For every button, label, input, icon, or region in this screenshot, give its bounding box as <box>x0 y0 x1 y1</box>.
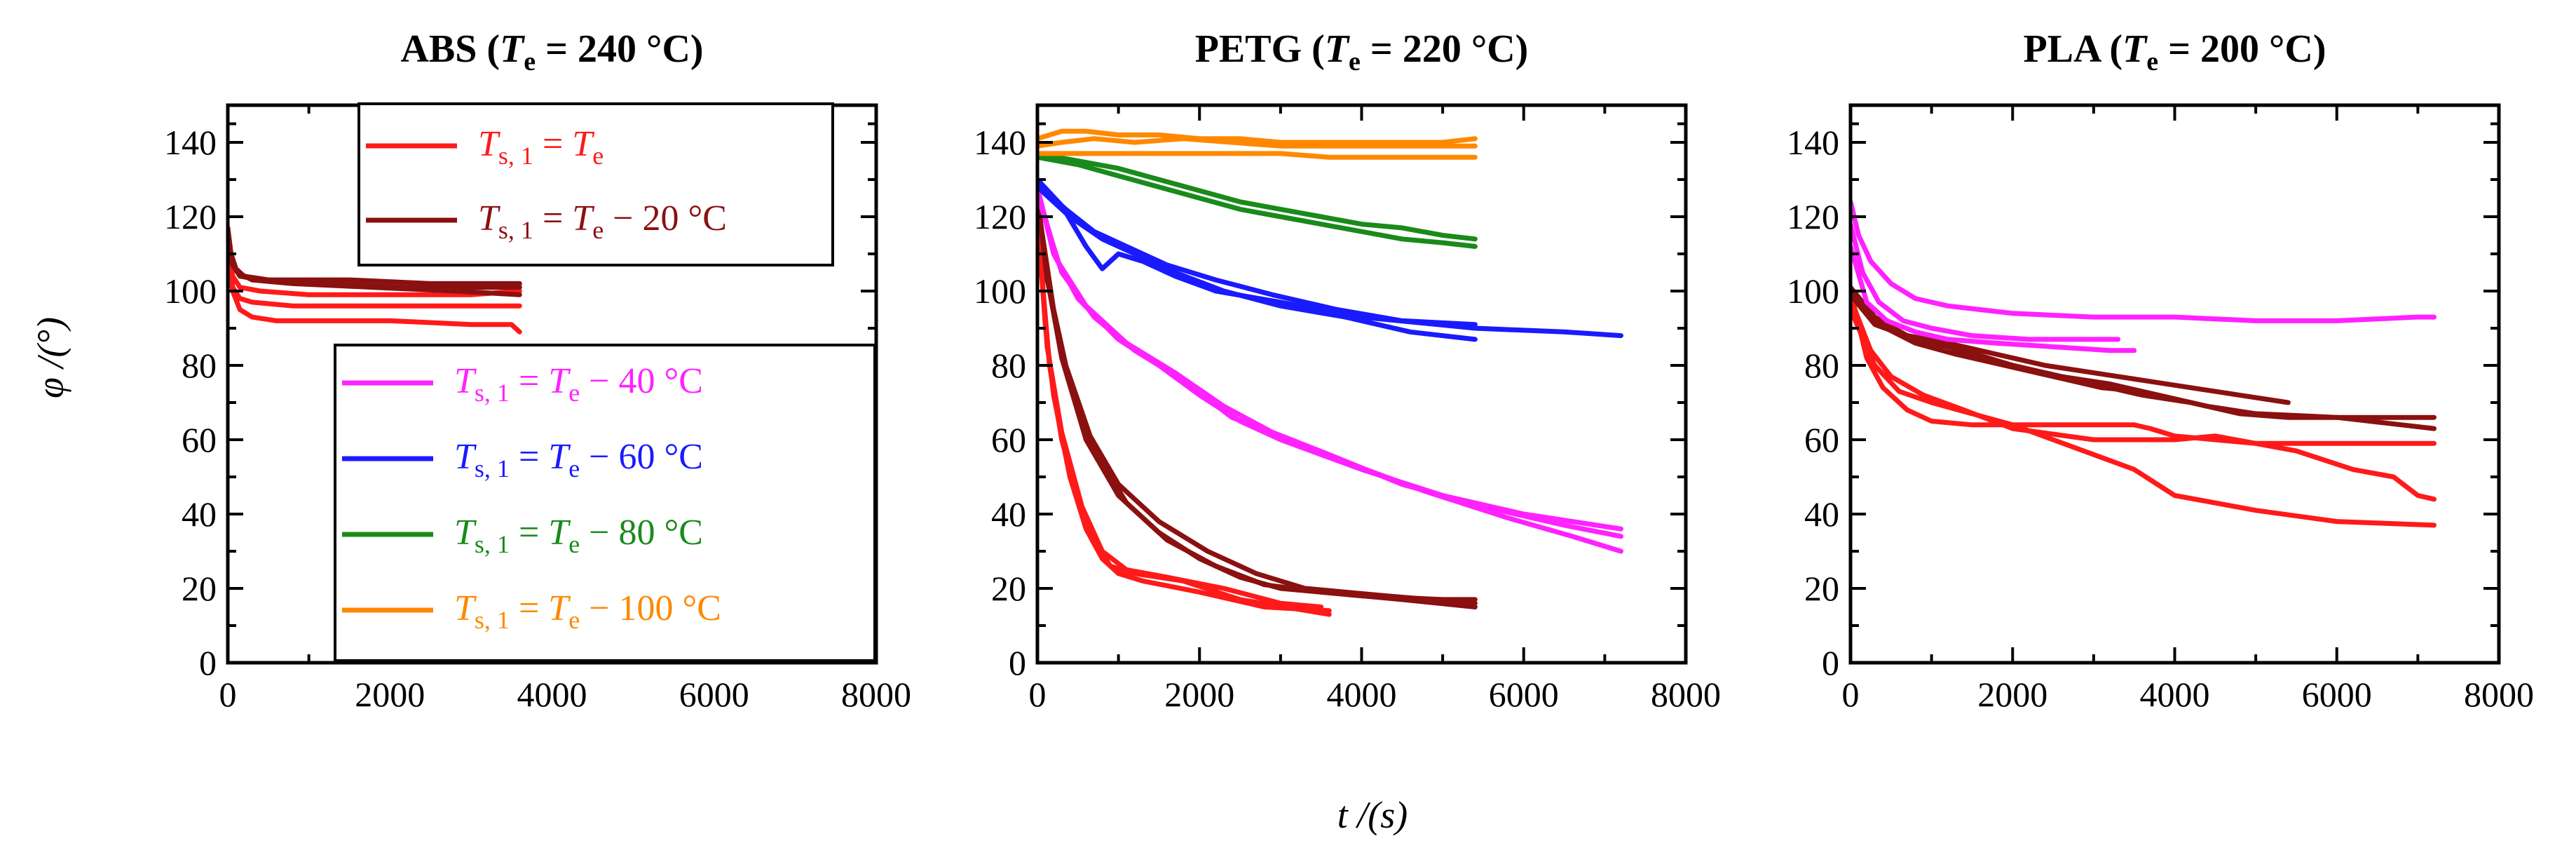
series-line <box>1037 136 1478 149</box>
legend-entry: Ts, 1 = Te − 60 °C <box>342 437 703 483</box>
x-tick-label: 0 <box>1029 675 1047 714</box>
y-tick-label: 120 <box>164 197 217 236</box>
x-tick-label: 6000 <box>679 675 749 714</box>
series-line <box>1037 177 1623 339</box>
series-line <box>1037 188 1623 539</box>
series-line <box>1037 191 1478 606</box>
y-tick-label: 20 <box>182 569 217 608</box>
series-group <box>228 225 522 335</box>
y-tick-label: 80 <box>182 346 217 385</box>
y-tick-label: 100 <box>1787 271 1839 311</box>
x-tick-label: 2000 <box>1977 675 2047 714</box>
y-tick-label: 20 <box>991 569 1026 608</box>
series-line <box>228 240 522 297</box>
y-tick-label: 40 <box>182 494 217 534</box>
series-line <box>1037 151 1478 242</box>
y-tick-label: 80 <box>991 346 1026 385</box>
series-group <box>1037 128 1623 617</box>
series-line <box>1851 307 2437 528</box>
legend-entry: Ts, 1 = Te − 40 °C <box>342 361 703 407</box>
series-line <box>1037 151 1478 160</box>
series-line <box>1037 184 1623 532</box>
series-line <box>1037 206 1324 609</box>
x-tick-label: 2000 <box>355 675 425 714</box>
y-tick-label: 0 <box>1009 643 1026 682</box>
y-tick-label: 60 <box>1804 420 1839 459</box>
x-tick-label: 0 <box>1842 675 1860 714</box>
x-tick-label: 6000 <box>1489 675 1559 714</box>
legend-label: Ts, 1 = Te − 20 °C <box>478 198 727 244</box>
y-tick-label: 20 <box>1804 569 1839 608</box>
series-line <box>1037 180 1478 328</box>
x-tick-label: 4000 <box>517 675 587 714</box>
legend-entry: Ts, 1 = Te − 80 °C <box>342 513 703 558</box>
x-tick-label: 4000 <box>2140 675 2210 714</box>
series-line <box>228 251 522 335</box>
series-line <box>1851 296 2437 502</box>
legend-label: Ts, 1 = Te − 80 °C <box>454 513 703 558</box>
series-line <box>1037 196 1478 602</box>
y-axis-label: φ /(°) <box>29 317 71 398</box>
legend-label: Ts, 1 = Te − 100 °C <box>454 588 721 634</box>
legend-label: Ts, 1 = Te <box>478 124 604 170</box>
y-tick-label: 80 <box>1804 346 1839 385</box>
series-line <box>1037 154 1478 249</box>
panel-title: ABS (Te = 240 °C) <box>400 27 703 76</box>
y-tick-label: 40 <box>1804 494 1839 534</box>
legend-bottom: Ts, 1 = Te − 40 °C Ts, 1 = Te − 60 °C Ts, … <box>334 344 876 662</box>
legend-label: Ts, 1 = Te − 60 °C <box>454 437 703 483</box>
legend-entry: Ts, 1 = Te <box>366 124 604 170</box>
series-line <box>1851 222 2121 342</box>
y-tick-label: 120 <box>974 197 1026 236</box>
panel-2: 0 2000 4000 6000 8000 0 20 40 60 80 100 120 140 PETG … <box>974 27 1721 714</box>
series-line <box>228 243 522 309</box>
series-line <box>1851 285 2291 405</box>
y-tick-label: 140 <box>1787 123 1839 162</box>
legend-entry: Ts, 1 = Te − 20 °C <box>366 198 727 244</box>
series-line <box>1037 191 1623 554</box>
x-tick-label: 8000 <box>2464 675 2534 714</box>
legend-entry: Ts, 1 = Te − 100 °C <box>342 588 721 634</box>
x-tick-label: 2000 <box>1164 675 1234 714</box>
series-line <box>1851 243 2137 353</box>
x-tick-label: 6000 <box>2302 675 2372 714</box>
y-tick-label: 60 <box>991 420 1026 459</box>
x-tick-label: 0 <box>219 675 237 714</box>
y-tick-label: 40 <box>991 494 1026 534</box>
y-tick-label: 100 <box>164 271 217 311</box>
legend-top: Ts, 1 = Te Ts, 1 = Te − 20 °C <box>357 102 834 266</box>
y-tick-label: 140 <box>164 123 217 162</box>
x-tick-label: 4000 <box>1327 675 1397 714</box>
x-tick-label: 8000 <box>841 675 911 714</box>
series-line <box>1851 288 2145 394</box>
panel-title: PETG (Te = 220 °C) <box>1195 27 1529 76</box>
y-tick-label: 100 <box>974 271 1026 311</box>
x-tick-label: 8000 <box>1651 675 1721 714</box>
y-tick-label: 120 <box>1787 197 1839 236</box>
panel-3: 0 2000 4000 6000 8000 0 20 40 60 80 100 120 140 PLA (… <box>1787 27 2534 714</box>
legend-top-box <box>357 102 834 266</box>
y-tick-label: 0 <box>199 643 217 682</box>
series-line <box>228 233 522 290</box>
legend-label: Ts, 1 = Te − 40 °C <box>454 361 703 407</box>
series-line <box>1037 199 1478 609</box>
y-tick-label: 60 <box>182 420 217 459</box>
series-group <box>1851 199 2437 528</box>
panel-title: PLA (Te = 200 °C) <box>2023 27 2326 76</box>
x-axis-label: t /(s) <box>1337 794 1408 836</box>
y-tick-label: 140 <box>974 123 1026 162</box>
series-line <box>1037 128 1478 145</box>
y-tick-label: 0 <box>1822 643 1839 682</box>
series-line <box>1851 199 2437 323</box>
